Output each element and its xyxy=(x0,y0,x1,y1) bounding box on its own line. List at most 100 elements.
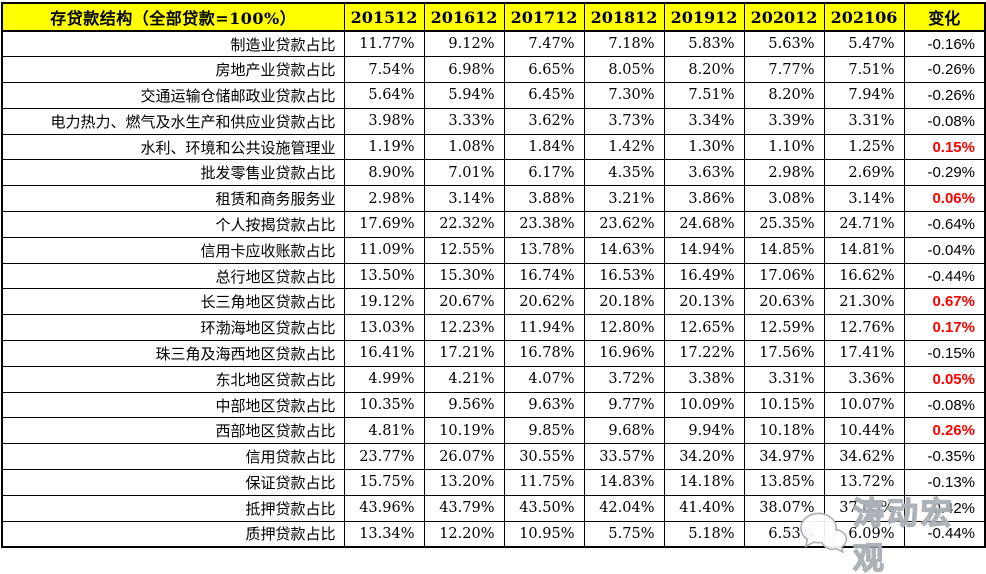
value-cell: 4.81% xyxy=(343,417,425,445)
value-cell: 16.49% xyxy=(663,262,745,290)
value-cell: 12.80% xyxy=(583,314,665,342)
loan-structure-table: 存贷款结构（全部贷款=100%） 201512 201612 201712 201812… xyxy=(1,2,986,548)
value-cell: 3.38% xyxy=(663,365,745,393)
table-body: 制造业贷款占比 11.77% 9.12% 7.47% 7.18% 5.83% 5.63% 5.… xyxy=(1,30,986,548)
value-cell: 3.98% xyxy=(343,107,425,135)
value-cell: 15.30% xyxy=(423,262,505,290)
value-cell: 7.54% xyxy=(343,56,425,84)
change-cell: 0.67% xyxy=(903,288,986,316)
value-cell: 7.94% xyxy=(823,82,905,109)
value-cell: 7.51% xyxy=(663,82,745,109)
value-cell: 1.08% xyxy=(423,133,505,161)
table-row: 批发零售业贷款占比 8.90% 7.01% 6.17% 4.35% 3.63% 2.98% 2… xyxy=(1,159,986,187)
value-cell: 17.56% xyxy=(743,340,825,367)
value-cell: 16.96% xyxy=(583,340,665,367)
value-cell: 43.96% xyxy=(343,494,425,522)
table-row: 个人按揭贷款占比 17.69% 22.32% 23.38% 23.62% 24.68% 25… xyxy=(1,211,986,238)
value-cell: 43.50% xyxy=(503,494,585,522)
table-row: 保证贷款占比 15.75% 13.20% 11.75% 14.83% 14.18% 13.8… xyxy=(1,469,986,496)
value-cell: 34.20% xyxy=(663,443,745,471)
row-label: 东北地区贷款占比 xyxy=(1,365,345,393)
value-cell: 4.35% xyxy=(583,159,665,187)
value-cell: 23.77% xyxy=(343,443,425,471)
change-cell: 0.05% xyxy=(903,365,986,393)
value-cell: 14.81% xyxy=(823,236,905,264)
value-cell: 6.17% xyxy=(503,159,585,187)
value-cell: 21.30% xyxy=(823,288,905,316)
row-label: 中部地区贷款占比 xyxy=(1,391,345,419)
table-row: 珠三角及海西地区贷款占比 16.41% 17.21% 16.78% 16.96% 17.2… xyxy=(1,340,986,367)
value-cell: 42.04% xyxy=(583,494,665,522)
change-cell: -0.16% xyxy=(903,30,986,58)
value-cell: 30.55% xyxy=(503,443,585,471)
value-cell: 9.85% xyxy=(503,417,585,445)
value-cell: 11.77% xyxy=(343,30,425,58)
value-cell: 3.14% xyxy=(423,185,505,213)
value-cell: 23.38% xyxy=(503,211,585,238)
value-cell: 2.98% xyxy=(743,159,825,187)
value-cell: 11.75% xyxy=(503,469,585,496)
table-row: 制造业贷款占比 11.77% 9.12% 7.47% 7.18% 5.83% 5.63% 5.… xyxy=(1,30,986,58)
value-cell: 13.50% xyxy=(343,262,425,290)
value-cell: 3.14% xyxy=(823,185,905,213)
row-label: 交通运输仓储邮政业贷款占比 xyxy=(1,82,345,109)
value-cell: 7.01% xyxy=(423,159,505,187)
table-row: 质押贷款占比 13.34% 12.20% 10.95% 5.75% 5.18% 6.53% 6… xyxy=(1,520,986,548)
value-cell: 3.73% xyxy=(583,107,665,135)
table-row: 东北地区贷款占比 4.99% 4.21% 4.07% 3.72% 3.38% 3.31% 3.… xyxy=(1,365,986,393)
value-cell: 12.65% xyxy=(663,314,745,342)
row-label: 抵押贷款占比 xyxy=(1,494,345,522)
table-row: 环渤海地区贷款占比 13.03% 12.23% 11.94% 12.80% 12.65% 1… xyxy=(1,314,986,342)
table-row: 信用贷款占比 23.77% 26.07% 30.55% 33.57% 34.20% 34.9… xyxy=(1,443,986,471)
value-cell: 3.31% xyxy=(823,107,905,135)
table-row: 水利、环境和公共设施管理业 1.19% 1.08% 1.84% 1.42% 1.30% 1.… xyxy=(1,133,986,161)
value-cell: 9.56% xyxy=(423,391,505,419)
value-cell: 14.63% xyxy=(583,236,665,264)
value-cell: 12.76% xyxy=(823,314,905,342)
value-cell: 37.65% xyxy=(823,494,905,522)
value-cell: 4.99% xyxy=(343,365,425,393)
change-cell: -0.04% xyxy=(903,236,986,264)
row-label: 保证贷款占比 xyxy=(1,469,345,496)
value-cell: 17.69% xyxy=(343,211,425,238)
value-cell: 14.94% xyxy=(663,236,745,264)
value-cell: 34.62% xyxy=(823,443,905,471)
value-cell: 9.94% xyxy=(663,417,745,445)
value-cell: 3.31% xyxy=(743,365,825,393)
value-cell: 3.08% xyxy=(743,185,825,213)
value-cell: 10.44% xyxy=(823,417,905,445)
value-cell: 7.18% xyxy=(583,30,665,58)
change-cell: -0.35% xyxy=(903,443,986,471)
value-cell: 3.86% xyxy=(663,185,745,213)
value-cell: 3.39% xyxy=(743,107,825,135)
value-cell: 20.67% xyxy=(423,288,505,316)
table-row: 西部地区贷款占比 4.81% 10.19% 9.85% 9.68% 9.94% 10.18%… xyxy=(1,417,986,445)
value-cell: 3.88% xyxy=(503,185,585,213)
value-cell: 5.63% xyxy=(743,30,825,58)
value-cell: 41.40% xyxy=(663,494,745,522)
value-cell: 13.03% xyxy=(343,314,425,342)
value-cell: 38.07% xyxy=(743,494,825,522)
value-cell: 1.19% xyxy=(343,133,425,161)
row-label: 信用卡应收账款占比 xyxy=(1,236,345,264)
row-label: 批发零售业贷款占比 xyxy=(1,159,345,187)
value-cell: 13.78% xyxy=(503,236,585,264)
value-cell: 12.23% xyxy=(423,314,505,342)
column-header: 201512 xyxy=(343,2,425,32)
value-cell: 10.19% xyxy=(423,417,505,445)
value-cell: 1.42% xyxy=(583,133,665,161)
row-label: 租赁和商务服务业 xyxy=(1,185,345,213)
value-cell: 1.84% xyxy=(503,133,585,161)
table-row: 信用卡应收账款占比 11.09% 12.55% 13.78% 14.63% 14.94% 1… xyxy=(1,236,986,264)
value-cell: 4.07% xyxy=(503,365,585,393)
value-cell: 5.75% xyxy=(583,520,665,548)
value-cell: 11.09% xyxy=(343,236,425,264)
table-row: 抵押贷款占比 43.96% 43.79% 43.50% 42.04% 41.40% 38.0… xyxy=(1,494,986,522)
value-cell: 6.53% xyxy=(743,520,825,548)
value-cell: 3.36% xyxy=(823,365,905,393)
column-header: 201612 xyxy=(423,2,505,32)
value-cell: 24.71% xyxy=(823,211,905,238)
row-label: 珠三角及海西地区贷款占比 xyxy=(1,340,345,367)
value-cell: 9.77% xyxy=(583,391,665,419)
value-cell: 3.63% xyxy=(663,159,745,187)
